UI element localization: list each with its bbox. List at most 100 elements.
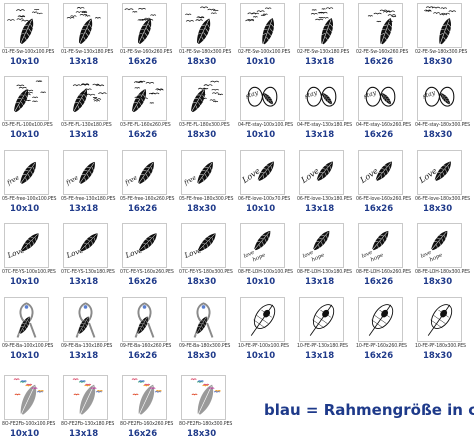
design-tile[interactable]: 09-FE-Ba-180x300.PES 18x30 — [179, 296, 230, 368]
feather-birds-icon[interactable] — [417, 3, 462, 48]
feather-birds-icon[interactable] — [122, 3, 167, 48]
feather-ribbon-icon[interactable] — [63, 297, 108, 342]
feather-ribbon-icon[interactable] — [299, 297, 344, 342]
design-tile[interactable]: stay 04-FE-stay-160x260.PES 16x26 — [356, 75, 411, 147]
design-tile[interactable]: 03-FE-FL-130x180.PES 13x18 — [61, 75, 112, 147]
feather-script-icon[interactable]: free — [4, 150, 49, 195]
design-tile[interactable]: free 05-FE-free-130x180.PES 13x18 — [61, 149, 116, 221]
design-tile[interactable]: stay 04-FE-stay-130x180.PES 13x18 — [297, 75, 352, 147]
design-tile[interactable]: 8O-FE2Fb-130x180.PES 13x18 — [61, 374, 114, 442]
feather-love-icon[interactable]: Love — [181, 223, 226, 268]
feather-birds-icon[interactable] — [63, 3, 108, 48]
feather-flock-icon[interactable]: stay — [358, 76, 403, 121]
frame-size-label: 16x26 — [364, 130, 394, 140]
design-tile[interactable]: Love 07C-FE-YS-100x100.PES 10x10 — [2, 222, 56, 294]
file-name-label: 8O-FE2Fb-130x180.PES — [61, 421, 115, 427]
frame-size-label: 18x30 — [187, 429, 217, 439]
design-tile[interactable]: Love 06-FE-love-180x300.PES 18x30 — [415, 149, 470, 221]
frame-size-label: 13x18 — [305, 277, 335, 287]
design-tile[interactable]: 02-FE-Sw-130x180.PES 13x18 — [297, 2, 349, 74]
feather-ribbon-icon[interactable] — [240, 297, 285, 342]
feather-birds-icon[interactable] — [181, 3, 226, 48]
design-tile[interactable]: love hope 08-FE-LOH-160x260.PES 16x26 — [356, 222, 411, 294]
design-tile[interactable]: 03-FE-FL-100x100.PES 10x10 — [2, 75, 53, 147]
feather-script-icon[interactable]: Love — [240, 150, 285, 195]
design-tile[interactable]: 09-FE-Ba-100x100.PES 10x10 — [2, 296, 53, 368]
design-tile[interactable]: 10-FE-PF-180x300.PES 18x30 — [415, 296, 466, 368]
design-tile[interactable]: 09-FE-Ba-160x260.PES 16x26 — [120, 296, 171, 368]
feather-flock-icon[interactable]: stay — [240, 76, 285, 121]
feather-birds-icon[interactable] — [4, 3, 49, 48]
feather-script-icon[interactable]: free — [122, 150, 167, 195]
design-tile[interactable]: 8O-FE2Fb-180x300.PES 18x30 — [179, 374, 232, 442]
feather-birds-icon[interactable] — [299, 3, 344, 48]
feather-script-icon[interactable]: free — [63, 150, 108, 195]
design-tile[interactable]: Love 06-FE-love-160x260.PES 16x26 — [356, 149, 411, 221]
feather-ribbon-icon[interactable] — [122, 297, 167, 342]
design-tile[interactable]: 10-FE-PF-160x260.PES 16x26 — [356, 296, 407, 368]
design-tile[interactable]: 01-FE-Sw-180x300.PES 18x30 — [179, 2, 231, 74]
feather-ribbon-icon[interactable] — [4, 297, 49, 342]
design-tile[interactable]: Love 07C-FE-YS-130x180.PES 13x18 — [61, 222, 115, 294]
design-tile[interactable]: Love 06-FE-love-130x180.PES 13x18 — [297, 149, 352, 221]
feather-love-icon[interactable]: Love — [122, 223, 167, 268]
feather-love-icon[interactable]: Love — [63, 223, 108, 268]
feather-birds-icon[interactable] — [358, 3, 403, 48]
feather-ribbon-icon[interactable] — [358, 297, 403, 342]
design-tile[interactable]: 02-FE-Sw-100x100.PES 10x10 — [238, 2, 290, 74]
frame-size-label: 16x26 — [128, 57, 158, 67]
feather-color-birds-icon[interactable] — [122, 375, 167, 420]
design-tile[interactable]: stay 04-FE-stay-180x300.PES 18x30 — [415, 75, 470, 147]
design-tile[interactable]: 8O-FE2Fb-160x260.PES 16x26 — [120, 374, 173, 442]
design-tile[interactable]: 10-FE-PF-100x100.PES 10x10 — [238, 296, 289, 368]
feather-love-icon[interactable]: love hope — [417, 223, 462, 268]
feather-color-birds-icon[interactable] — [181, 375, 226, 420]
feather-love-icon[interactable]: love hope — [299, 223, 344, 268]
design-tile[interactable]: love hope 08-FE-LOH-180x300.PES 18x30 — [415, 222, 470, 294]
feather-color-birds-icon[interactable] — [4, 375, 49, 420]
design-tile[interactable]: 09-FE-Ba-130x180.PES 13x18 — [61, 296, 112, 368]
feather-love-icon[interactable]: love hope — [358, 223, 403, 268]
design-tile[interactable]: 8O-FE2Fb-100x100.PES 10x10 — [2, 374, 55, 442]
feather-script-icon[interactable]: Love — [299, 150, 344, 195]
feather-script-icon[interactable]: free — [181, 150, 226, 195]
frame-size-label: 18x30 — [187, 204, 217, 214]
feather-love-icon[interactable]: Love — [4, 223, 49, 268]
design-tile[interactable]: free 05-FE-free-180x300.PES 18x30 — [179, 149, 234, 221]
design-tile[interactable]: free 05-FE-free-160x260.PES 16x26 — [120, 149, 175, 221]
feather-birds-icon[interactable] — [240, 3, 285, 48]
design-tile[interactable]: Love 07C-FE-YS-160x260.PES 16x26 — [120, 222, 174, 294]
design-tile[interactable]: stay 04-FE-stay-100x100.PES 10x10 — [238, 75, 293, 147]
design-tile[interactable]: 01-FE-Sw-100x100.PES 10x10 — [2, 2, 54, 74]
feather-color-birds-icon[interactable] — [63, 375, 108, 420]
design-tile[interactable]: Love 06-FE-love-100x70.PES 10x10 — [238, 149, 290, 221]
file-name-label: 06-FE-love-130x180.PES — [297, 196, 352, 202]
frame-size-label: 18x30 — [423, 204, 453, 214]
design-tile[interactable]: Love 07C-FE-YS-180x300.PES 18x30 — [179, 222, 233, 294]
feather-flock-icon[interactable] — [181, 76, 226, 121]
design-tile[interactable]: 10-FE-PF-130x180.PES 13x18 — [297, 296, 348, 368]
design-tile[interactable]: free 05-FE-free-100x100.PES 10x10 — [2, 149, 57, 221]
feather-flock-icon[interactable]: stay — [299, 76, 344, 121]
feather-flock-icon[interactable]: stay — [417, 76, 462, 121]
design-tile[interactable]: 03-FE-FL-180x300.PES 18x30 — [179, 75, 230, 147]
feather-script-icon[interactable]: Love — [358, 150, 403, 195]
feather-love-icon[interactable]: love hope — [240, 223, 285, 268]
design-tile[interactable]: 01-FE-Sw-130x180.PES 13x18 — [61, 2, 113, 74]
feather-ribbon-icon[interactable] — [417, 297, 462, 342]
feather-flock-icon[interactable] — [63, 76, 108, 121]
design-tile[interactable]: 01-FE-Sw-160x260.PES 16x26 — [120, 2, 172, 74]
design-tile[interactable]: 03-FE-FL-160x260.PES 16x26 — [120, 75, 171, 147]
feather-ribbon-icon[interactable] — [181, 297, 226, 342]
feather-script-icon[interactable]: Love — [417, 150, 462, 195]
design-tile[interactable]: love hope 08-FE-LOH-130x180.PES 13x18 — [297, 222, 352, 294]
file-name-label: 8O-FE2Fb-100x100.PES — [2, 421, 56, 427]
file-name-label: 8O-FE2Fb-160x260.PES — [120, 421, 174, 427]
design-tile[interactable]: love hope 08-FE-LOH-100x100.PES 10x10 — [238, 222, 293, 294]
design-tile[interactable]: 02-FE-Sw-160x260.PES 16x26 — [356, 2, 408, 74]
design-tile[interactable]: 02-FE-Sw-180x300.PES 18x30 — [415, 2, 467, 74]
feather-flock-icon[interactable] — [4, 76, 49, 121]
frame-size-label: 13x18 — [69, 429, 99, 439]
feather-flock-icon[interactable] — [122, 76, 167, 121]
frame-size-label: 16x26 — [364, 351, 394, 361]
